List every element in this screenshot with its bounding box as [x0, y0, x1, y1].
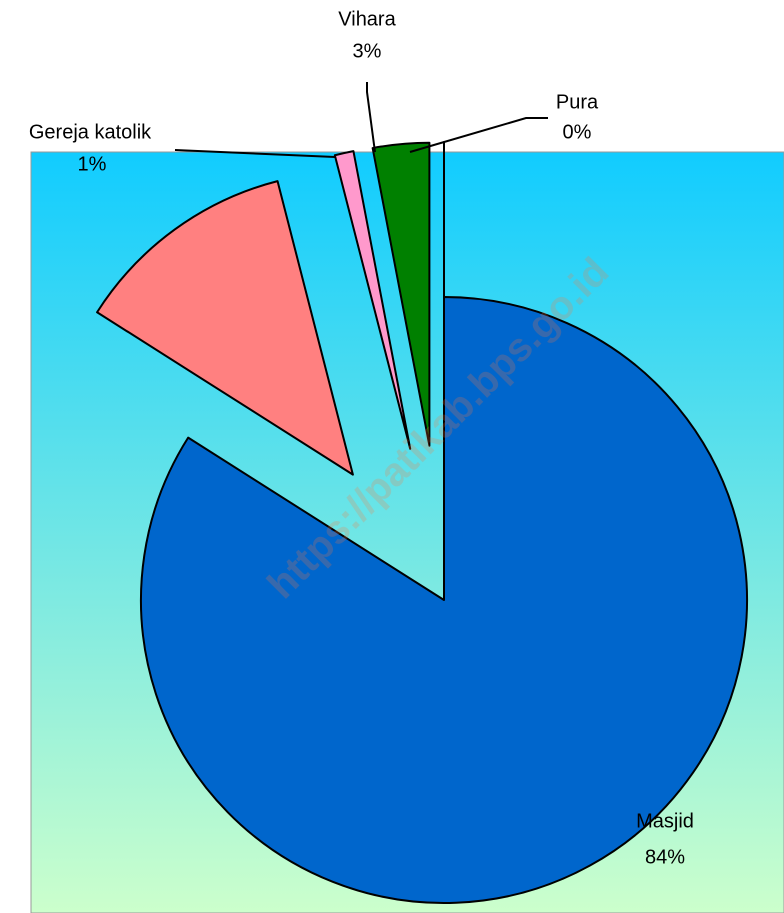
leader-line: [366, 82, 376, 153]
slices: [96, 141, 748, 904]
slice-label: Pura: [556, 91, 599, 113]
leader-line: [174, 149, 336, 158]
leader-line: [409, 117, 548, 153]
slice-value-label: 84%: [645, 846, 685, 868]
slice-value-label: 0%: [563, 121, 592, 143]
pie-slice: [371, 141, 431, 447]
slice-label: Masjid: [636, 810, 694, 832]
slice-label: Vihara: [338, 8, 396, 30]
slice-value-label: 1%: [78, 153, 107, 175]
pie-slice: [333, 150, 412, 450]
slice-label: Gereja katolik: [29, 121, 152, 143]
pie-slice: [96, 180, 354, 476]
pie-slice: [140, 296, 748, 904]
slice-value-label: 3%: [353, 40, 382, 62]
